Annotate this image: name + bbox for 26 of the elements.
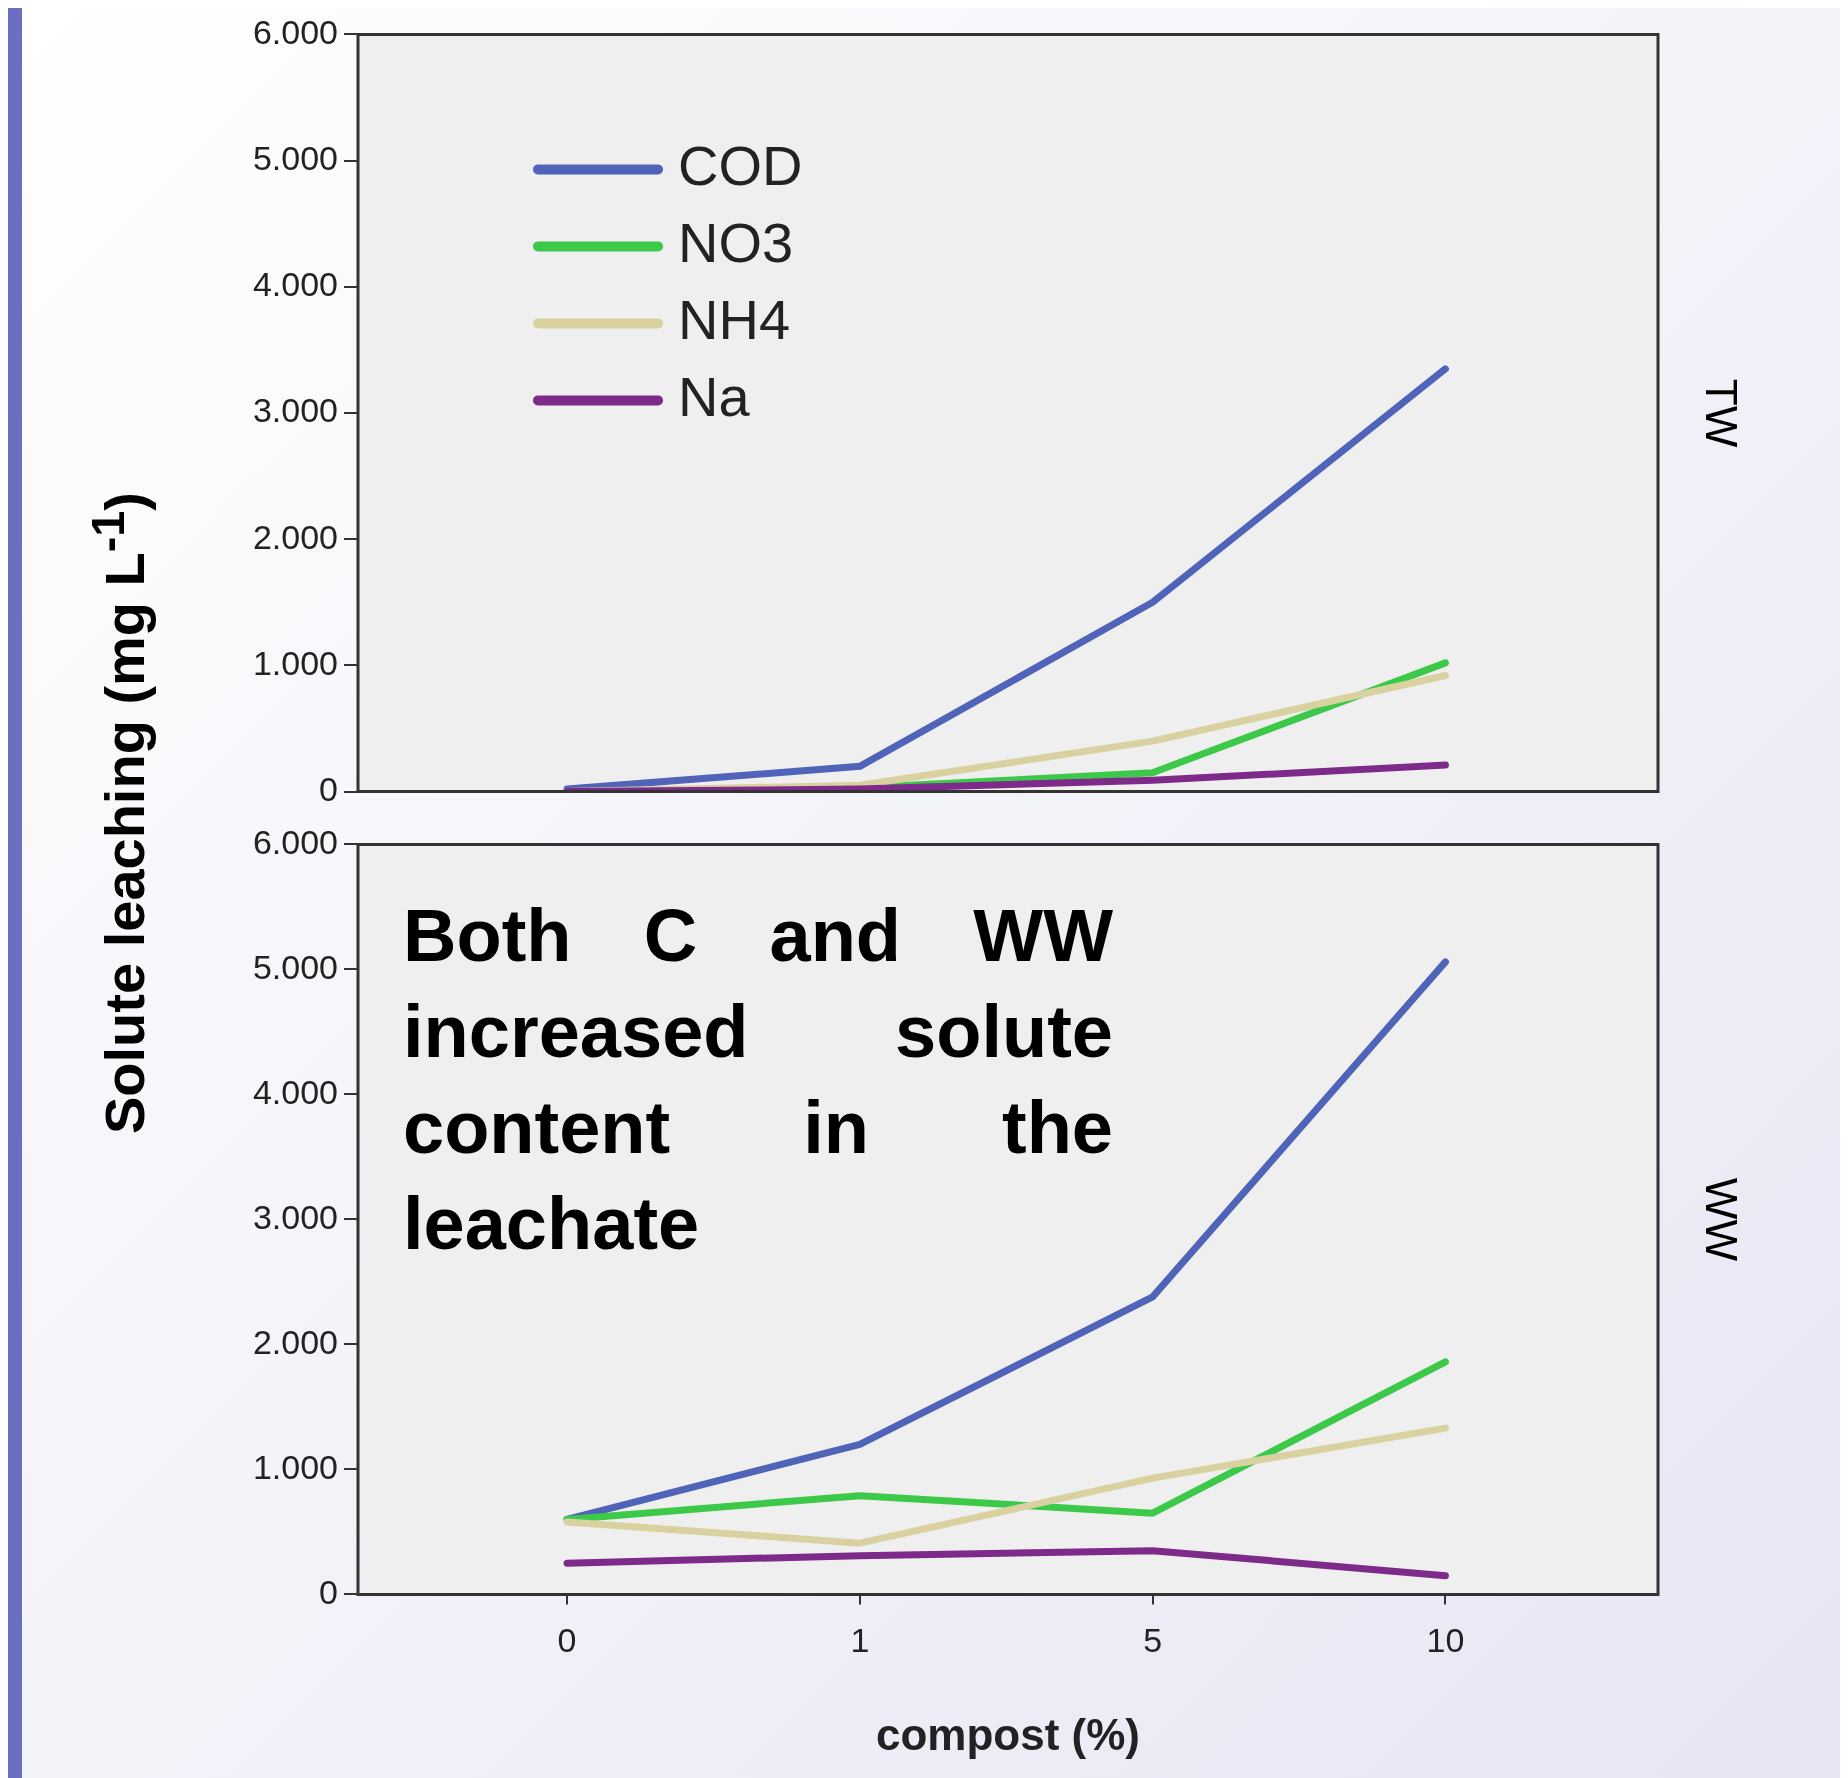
annotation: Both C and WW increased solute content in the leachate: [403, 893, 1113, 1267]
legend-label: COD: [678, 133, 803, 197]
y-tick-label: 3.000: [252, 391, 338, 430]
x-tick-label: 1: [850, 1621, 870, 1660]
y2-axis-title: TW: [1696, 378, 1746, 448]
y-tick-label: 6.000: [252, 822, 338, 861]
legend-label: NO3: [678, 210, 794, 274]
y-tick-label: 0: [319, 769, 338, 808]
x-tick-label: 10: [1426, 1621, 1465, 1660]
x-tick-label: 0: [557, 1621, 577, 1660]
y-tick-label: 1.000: [252, 1447, 338, 1486]
legend-label: NH4: [678, 287, 791, 351]
y-tick-label: 4.000: [252, 1072, 338, 1111]
y-tick-label: 4.000: [252, 265, 338, 304]
legend-label: Na: [678, 364, 751, 428]
y-tick-label: 6.000: [252, 12, 338, 51]
y-tick-label: 2.000: [252, 517, 338, 556]
y-tick-label: 5.000: [252, 947, 338, 986]
y2-axis-title: WW: [1696, 1177, 1746, 1262]
y-tick-label: 5.000: [252, 138, 338, 177]
x-axis-title: compost (%): [876, 1709, 1140, 1759]
y-tick-label: 2.000: [252, 1322, 338, 1361]
x-tick-label: 5: [1143, 1621, 1163, 1660]
y-tick-label: 0: [319, 1572, 338, 1611]
y-tick-label: 1.000: [252, 643, 338, 682]
y-tick-label: 3.000: [252, 1197, 338, 1236]
